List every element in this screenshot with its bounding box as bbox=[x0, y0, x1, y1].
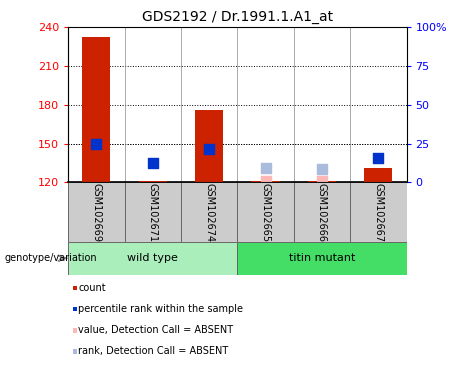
Text: genotype/variation: genotype/variation bbox=[5, 253, 97, 263]
Bar bbox=[251, 181, 280, 182]
Bar bbox=[139, 181, 167, 182]
Bar bbox=[195, 110, 223, 182]
Text: GSM102666: GSM102666 bbox=[317, 183, 327, 242]
Bar bbox=[125, 182, 181, 242]
Point bbox=[318, 166, 326, 172]
Title: GDS2192 / Dr.1991.1.A1_at: GDS2192 / Dr.1991.1.A1_at bbox=[142, 10, 333, 25]
Text: titin mutant: titin mutant bbox=[289, 253, 355, 263]
Bar bbox=[294, 182, 350, 242]
Point bbox=[262, 178, 269, 184]
Text: wild type: wild type bbox=[127, 253, 178, 263]
Point bbox=[375, 155, 382, 161]
Text: GSM102665: GSM102665 bbox=[260, 183, 271, 242]
Text: value, Detection Call = ABSENT: value, Detection Call = ABSENT bbox=[78, 325, 234, 335]
Text: GSM102671: GSM102671 bbox=[148, 183, 158, 242]
Bar bbox=[82, 37, 110, 182]
Text: GSM102667: GSM102667 bbox=[373, 183, 384, 242]
Text: GSM102674: GSM102674 bbox=[204, 183, 214, 242]
Text: rank, Detection Call = ABSENT: rank, Detection Call = ABSENT bbox=[78, 346, 229, 356]
Bar bbox=[308, 181, 336, 182]
Point bbox=[149, 160, 157, 166]
Bar bbox=[350, 182, 407, 242]
Text: GSM102669: GSM102669 bbox=[91, 183, 102, 242]
Text: count: count bbox=[78, 283, 106, 293]
Bar bbox=[237, 182, 294, 242]
Bar bbox=[237, 242, 407, 275]
Bar bbox=[364, 168, 392, 182]
Bar bbox=[181, 182, 237, 242]
Point bbox=[93, 141, 100, 147]
Bar bbox=[68, 242, 237, 275]
Point bbox=[318, 178, 326, 184]
Text: percentile rank within the sample: percentile rank within the sample bbox=[78, 304, 243, 314]
Point bbox=[205, 146, 213, 152]
Point bbox=[262, 165, 269, 171]
Bar bbox=[68, 182, 125, 242]
